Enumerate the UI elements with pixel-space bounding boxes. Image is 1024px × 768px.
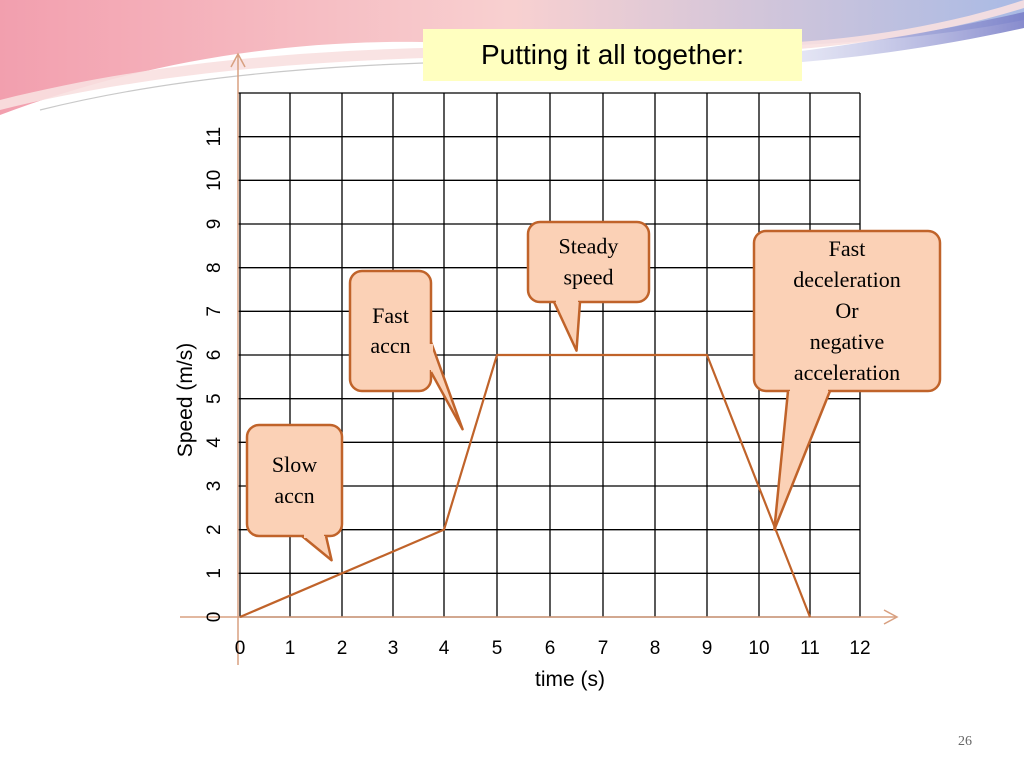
y-tick-label: 8 (204, 262, 225, 273)
callout-text-line: negative (810, 329, 885, 354)
x-tick-label: 11 (800, 638, 820, 659)
callout-box (245, 423, 344, 538)
y-axis-arrow (230, 52, 246, 68)
speed-series (239, 353, 812, 619)
x-tick-label: 7 (598, 638, 609, 659)
callout-fast-decel: Fast deceleration Or negative acceleration (752, 229, 942, 531)
callout-text-line: speed (563, 265, 613, 290)
x-tick-label: 9 (702, 638, 713, 659)
y-tick-label: 5 (204, 393, 225, 404)
y-tick-label: 11 (204, 127, 225, 147)
callout-steady: Steady speed (526, 220, 651, 352)
x-tick-label: 12 (849, 638, 870, 659)
callout-text-line: Fast (829, 236, 866, 261)
y-tick-label: 7 (204, 306, 225, 317)
y-tick-label: 3 (204, 481, 225, 492)
callout-text-line: Steady (559, 234, 619, 259)
y-tick-label: 1 (204, 568, 225, 579)
axes (180, 52, 899, 665)
callout-text-line: Slow (272, 452, 317, 477)
callout-fast-accn: Fast accn (348, 269, 464, 431)
y-tick-label: 2 (204, 524, 225, 535)
x-tick-label: 2 (337, 638, 348, 659)
callout-box (752, 229, 942, 393)
callout-slow: Slow accn (245, 423, 344, 562)
callout-pointer (773, 390, 832, 531)
x-tick-label: 8 (650, 638, 661, 659)
callout-text-line: acceleration (794, 360, 900, 385)
callout-text-line: Or (835, 298, 859, 323)
x-axis-arrow (883, 609, 899, 625)
callout-box (348, 269, 433, 393)
speed-line (239, 353, 812, 619)
callout-text-line: accn (370, 333, 410, 358)
slide-title: Putting it all together: (423, 29, 802, 81)
y-tick-label: 6 (204, 350, 225, 361)
slide-number: 26 (958, 734, 972, 749)
callout-text-line: Fast (372, 303, 409, 328)
x-tick-label: 1 (285, 638, 296, 659)
callout-pointer (301, 535, 333, 562)
y-tick-label: 10 (204, 170, 225, 191)
callout-text-line: accn (274, 483, 314, 508)
x-axis-label: time (s) (535, 668, 605, 691)
callout-pointer (429, 341, 464, 431)
y-tick-label: 4 (204, 437, 225, 448)
x-tick-label: 4 (439, 638, 450, 659)
y-axis-label: Speed (m/s) (174, 343, 197, 457)
x-tick-label: 0 (235, 638, 246, 659)
callout-text-line: deceleration (793, 267, 901, 292)
x-tick-label: 10 (748, 638, 769, 659)
x-tick-label: 5 (492, 638, 503, 659)
y-tick-label: 9 (204, 219, 225, 230)
y-tick-label: 0 (204, 612, 225, 623)
x-tick-label: 6 (545, 638, 556, 659)
callout-box (526, 220, 651, 304)
callouts: Slow accn Fast accn Steady speed Fast decelerat… (245, 220, 942, 562)
callout-pointer (552, 301, 582, 352)
x-tick-label: 3 (388, 638, 399, 659)
